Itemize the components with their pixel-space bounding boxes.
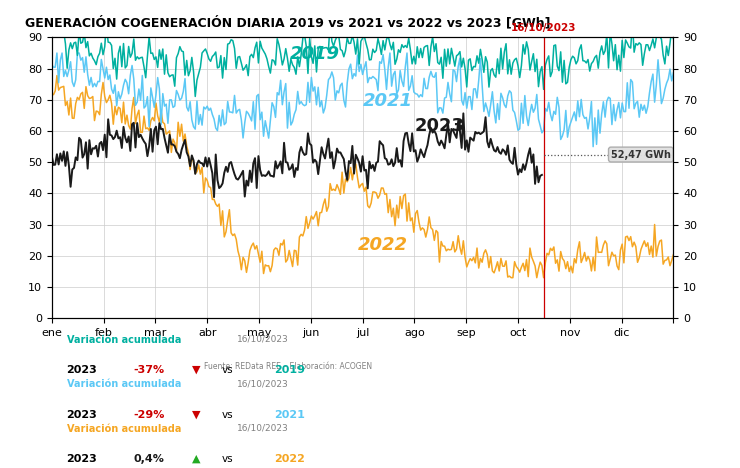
Text: vs: vs [222,365,234,375]
Text: 16/10/2023: 16/10/2023 [237,379,289,388]
Text: 2023: 2023 [67,365,98,375]
Text: vs: vs [222,410,234,419]
Text: 16/10/2023: 16/10/2023 [237,335,289,344]
Text: Variación acumulada: Variación acumulada [67,379,181,389]
Text: -37%: -37% [133,365,164,375]
Text: ▼: ▼ [192,410,201,419]
Text: 52,47 GWh: 52,47 GWh [611,150,671,160]
Text: 2022: 2022 [357,235,408,254]
Text: vs: vs [222,454,234,464]
Text: 2023: 2023 [414,117,465,135]
Title: GENERACIÓN COGENERACIÓN DIARIA 2019 vs 2021 vs 2022 vs 2023 [GWh]: GENERACIÓN COGENERACIÓN DIARIA 2019 vs 2… [25,16,551,29]
Text: ▼: ▼ [192,365,201,375]
Text: 16/10/2023: 16/10/2023 [237,424,289,432]
Text: 2019: 2019 [274,365,305,375]
Text: 0,4%: 0,4% [133,454,164,464]
Text: Fuente: REData REE – Elaboración: ACOGEN: Fuente: REData REE – Elaboración: ACOGEN [204,362,372,371]
Text: 2019: 2019 [290,45,340,63]
Text: ▲: ▲ [192,454,201,464]
Text: Variación acumulada: Variación acumulada [67,335,181,344]
Text: 2021: 2021 [274,410,305,419]
Text: 2021: 2021 [363,92,413,110]
Text: -29%: -29% [133,410,164,419]
Text: Variación acumulada: Variación acumulada [67,424,181,433]
Text: 2023: 2023 [67,410,98,419]
Text: 16/10/2023: 16/10/2023 [511,23,576,33]
Text: 2023: 2023 [67,454,98,464]
Text: 2022: 2022 [274,454,305,464]
